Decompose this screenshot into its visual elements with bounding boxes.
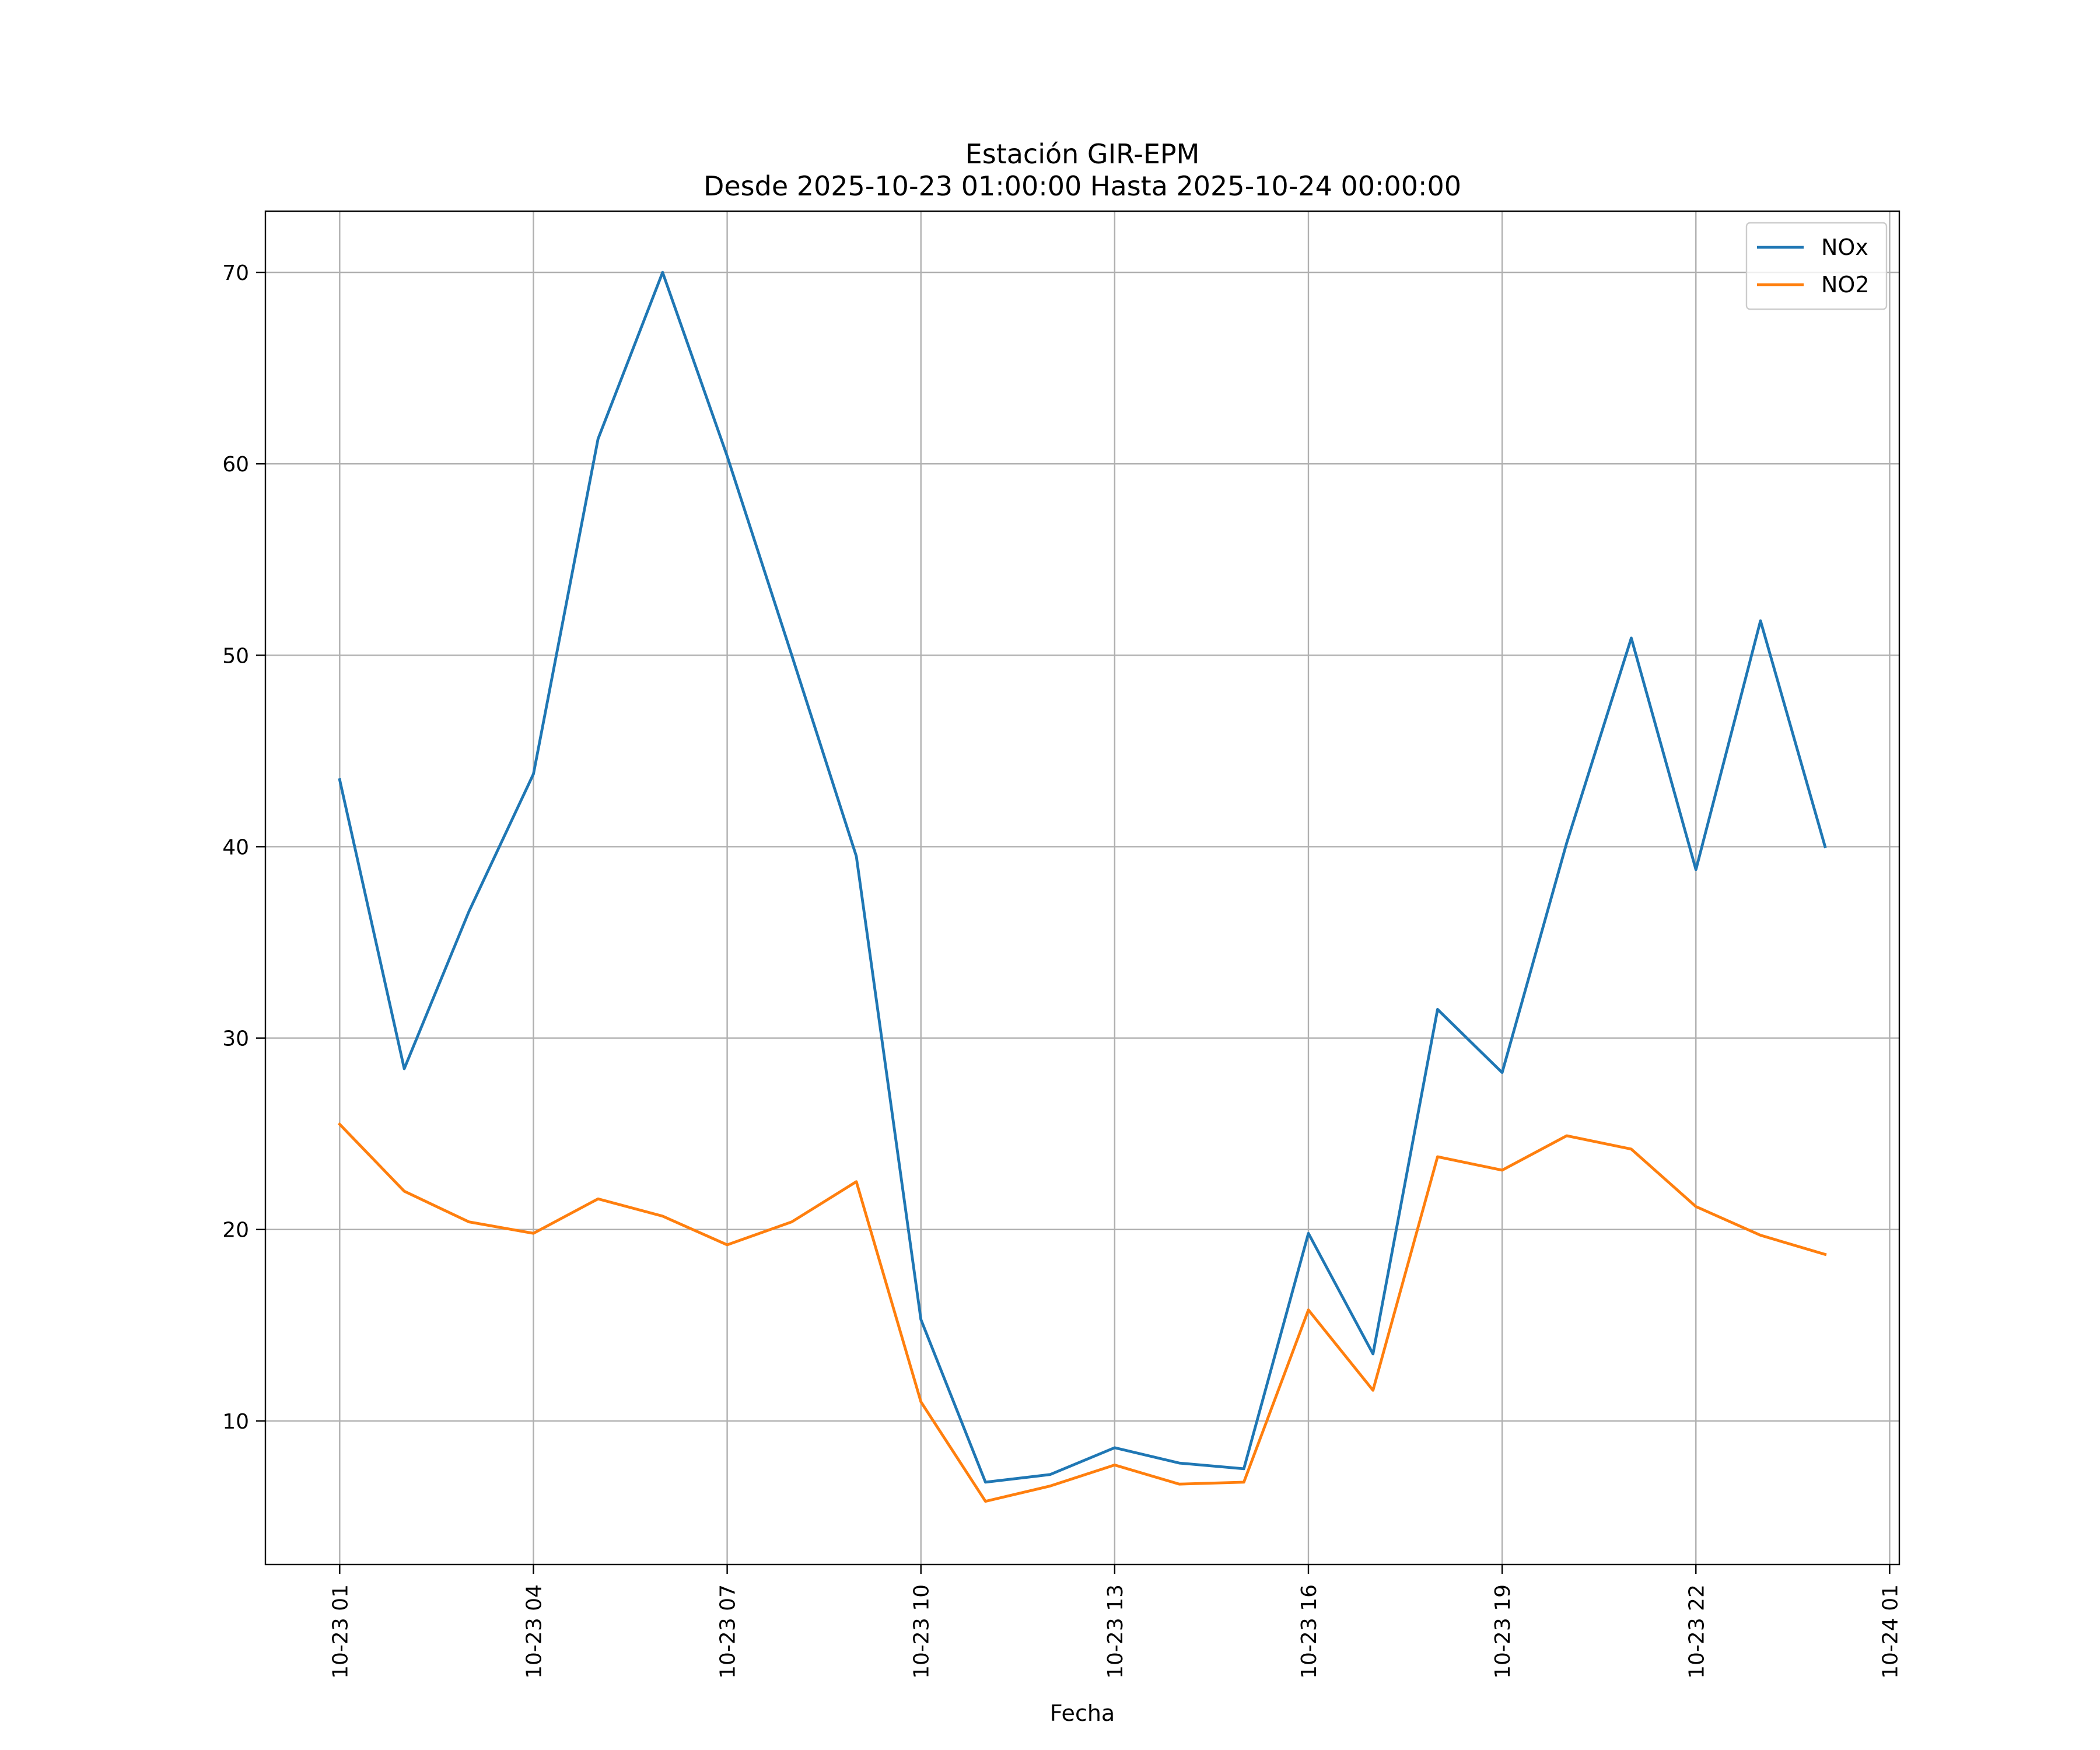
x-axis-label: Fecha xyxy=(1050,1700,1115,1726)
chart-subtitle: Desde 2025-10-23 01:00:00 Hasta 2025-10-… xyxy=(704,170,1461,202)
legend-label-nox: NOx xyxy=(1821,235,1868,260)
y-tick-label: 60 xyxy=(222,453,249,477)
y-axis-ticks: 10 20 30 40 50 60 70 xyxy=(222,261,265,1434)
y-tick-label: 30 xyxy=(222,1027,249,1051)
legend-label-no2: NO2 xyxy=(1821,272,1870,298)
x-tick-label: 10-23 10 xyxy=(910,1584,934,1679)
legend: NOx NO2 xyxy=(1745,222,1888,310)
x-tick-label: 10-24 01 xyxy=(1878,1584,1902,1679)
series-line-nox xyxy=(338,271,1827,1484)
legend-box xyxy=(1745,222,1888,310)
x-tick-label: 10-23 16 xyxy=(1297,1584,1321,1679)
x-tick-label: 10-23 13 xyxy=(1104,1584,1128,1679)
series-line-no2 xyxy=(337,1122,1827,1503)
x-tick-label: 10-23 19 xyxy=(1491,1584,1515,1679)
grid xyxy=(265,211,1899,1564)
chart-title: Estación GIR-EPM xyxy=(965,138,1200,170)
x-tick-label: 10-23 07 xyxy=(716,1584,740,1679)
plot-frame xyxy=(264,210,1901,1566)
x-axis-ticks: 10-23 01 10-23 04 10-23 07 10-23 10 10-23 13… xyxy=(328,1564,1902,1679)
series-lines xyxy=(337,271,1827,1503)
y-tick-label: 70 xyxy=(222,261,249,285)
y-tick-label: 10 xyxy=(222,1410,249,1434)
y-tick-label: 40 xyxy=(222,835,249,859)
x-tick-label: 10-23 01 xyxy=(328,1584,352,1679)
y-tick-label: 20 xyxy=(222,1219,249,1242)
y-tick-label: 50 xyxy=(222,644,249,668)
x-tick-label: 10-23 22 xyxy=(1685,1584,1709,1679)
x-tick-label: 10-23 04 xyxy=(522,1584,546,1679)
